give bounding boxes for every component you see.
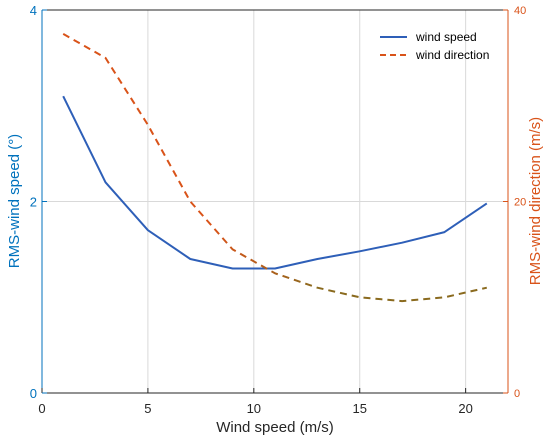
legend-label-wind-direction: wind direction <box>415 48 489 62</box>
right-tick-label: 40 <box>514 5 526 17</box>
right-axis-title: RMS-wind direction (m/s) <box>527 117 544 285</box>
series-line-wind-speed <box>62 95 488 270</box>
x-tick-label: 0 <box>38 401 45 416</box>
series-line-wind-direction <box>62 33 488 303</box>
x-axis-title: Wind speed (m/s) <box>216 419 334 436</box>
right-tick-label: 0 <box>514 388 520 400</box>
left-tick-label: 4 <box>30 3 37 18</box>
left-tick-label: 0 <box>30 386 37 401</box>
x-tick-label: 5 <box>144 401 151 416</box>
left-axis-title: RMS-wind speed (°) <box>6 134 23 268</box>
left-tick-label: 2 <box>30 195 37 210</box>
legend: wind speed wind direction <box>380 30 489 62</box>
x-tick-label: 10 <box>247 401 261 416</box>
x-tick-label: 15 <box>352 401 366 416</box>
x-tick-label: 20 <box>458 401 472 416</box>
right-tick-label: 20 <box>514 197 526 209</box>
legend-label-wind-speed: wind speed <box>415 30 477 44</box>
grid-lines <box>42 10 508 393</box>
series-lines <box>62 33 488 303</box>
